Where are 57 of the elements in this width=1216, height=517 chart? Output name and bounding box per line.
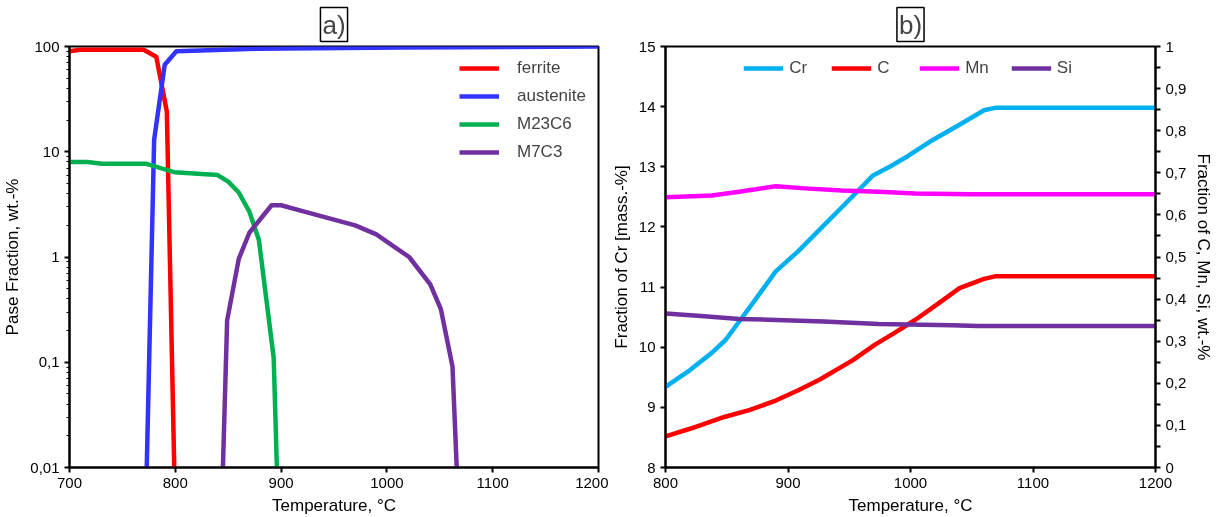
y-tick-label: 10: [42, 142, 60, 160]
x-axis-title: Temperature, °C: [272, 495, 396, 515]
y2-tick-label: 0,1: [1165, 416, 1187, 434]
y-tick-label: 12: [638, 217, 656, 235]
line-series: [144, 46, 599, 468]
line-series: [665, 184, 1156, 200]
line-series: [69, 159, 280, 468]
y2-tick-label: 0,3: [1165, 332, 1187, 350]
x-tick-label: 1000: [370, 473, 404, 491]
x-axis-title: Temperature, °C: [848, 495, 973, 515]
y-axis-title: Pase Fraction, wt.-%: [3, 178, 23, 336]
y2-tick-label: 1: [1165, 37, 1174, 55]
x-tick-label: 800: [652, 473, 679, 491]
chart-title: b): [898, 9, 923, 40]
x-tick-label: 800: [162, 473, 188, 491]
legend-label: C: [877, 58, 891, 78]
y2-axis-title: Fraction of C, Mn, Si, wt.-%: [1194, 153, 1214, 361]
y-tick-label: 15: [638, 37, 656, 55]
x-tick-label: 1000: [893, 473, 928, 491]
y-tick-label: 8: [647, 458, 656, 476]
y2-tick-label: 0,8: [1165, 121, 1187, 139]
y2-tick-label: 0,7: [1165, 163, 1187, 181]
line-series: [665, 311, 1156, 329]
x-tick-label: 1200: [1138, 473, 1173, 491]
legend-label: Mn: [965, 58, 989, 78]
y2-tick-label: 0,6: [1165, 205, 1187, 223]
line-series: [665, 105, 1156, 390]
legend-label: Cr: [789, 58, 809, 78]
y-tick-label: 13: [638, 157, 656, 175]
y2-tick-label: 0,4: [1165, 290, 1187, 308]
x-tick-label: 1100: [1016, 473, 1050, 491]
chart-title: a): [322, 9, 346, 40]
legend-label: ferrite: [517, 58, 561, 78]
y-axis-title: Fraction of Cr [mass.-%]: [611, 165, 631, 349]
y-tick-label: 100: [34, 37, 60, 55]
y-tick-label: 9: [647, 398, 656, 416]
y2-tick-label: 0,9: [1165, 79, 1187, 97]
x-tick-label: 900: [268, 473, 294, 491]
x-tick-label: 900: [775, 473, 801, 491]
x-tick-label: 1100: [476, 473, 509, 491]
y2-tick-label: 0,2: [1165, 374, 1187, 392]
y-tick-label: 0,1: [38, 353, 60, 371]
y-tick-label: 1: [51, 248, 60, 265]
legend-label: Si: [1056, 58, 1073, 78]
y-tick-label: 11: [639, 278, 656, 296]
y2-tick-label: 0,5: [1165, 248, 1187, 265]
y-tick-label: 14: [638, 97, 656, 115]
y-tick-label: 10: [638, 338, 656, 356]
line-series: [220, 203, 459, 468]
y2-tick-label: 0: [1165, 458, 1174, 476]
x-tick-label: 700: [56, 473, 83, 491]
y-tick-label: 0,01: [30, 458, 60, 476]
legend-label: austenite: [517, 86, 586, 106]
legend-label: M23C6: [517, 114, 572, 134]
legend-label: M7C3: [517, 142, 563, 162]
x-tick-label: 1200: [575, 473, 609, 491]
line-series: [665, 274, 1156, 439]
